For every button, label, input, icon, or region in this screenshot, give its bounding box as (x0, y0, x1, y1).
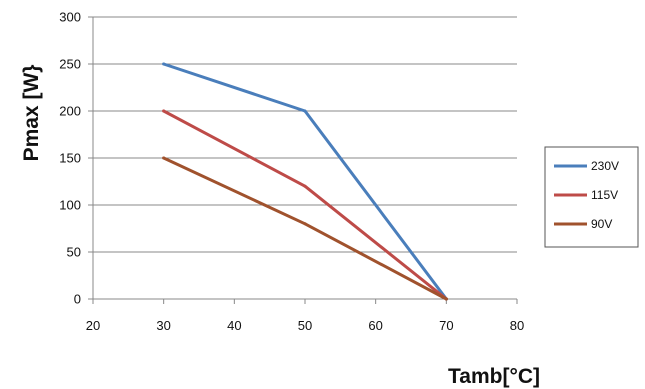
data-point-115v (303, 184, 307, 188)
legend-label-115v: 115V (591, 188, 618, 202)
x-tick-label: 40 (227, 318, 241, 333)
legend-box (544, 146, 639, 248)
series-line-90v (162, 156, 448, 301)
y-axis-title: Pmax [W} (20, 65, 43, 162)
legend-items: 230V 115V 90V (554, 159, 619, 231)
x-tick-label: 60 (368, 318, 382, 333)
y-tick-label: 100 (59, 198, 81, 213)
x-axis-title: Tamb[°C] (448, 365, 540, 388)
data-point-230v (303, 109, 307, 113)
data-point-230v (162, 62, 166, 66)
legend-label-90v: 90V (591, 217, 612, 231)
y-tick-label: 200 (59, 104, 81, 119)
x-tick-label: 20 (86, 318, 100, 333)
legend-label-230v: 230V (591, 159, 619, 173)
y-tick-label: 50 (67, 245, 81, 260)
x-tick-labels: 20 30 40 50 60 70 80 (86, 318, 524, 333)
y-tick-label: 0 (74, 292, 81, 307)
data-point-90v (162, 156, 166, 160)
x-tick-label: 30 (156, 318, 170, 333)
y-tick-label: 150 (59, 151, 81, 166)
legend: 230V 115V 90V (544, 146, 639, 248)
data-point-90v (303, 222, 307, 226)
data-point-90v (444, 297, 448, 301)
y-tick-labels: 0 50 100 150 200 250 300 (59, 10, 81, 307)
x-tick-label: 70 (439, 318, 453, 333)
y-tick-label: 250 (59, 57, 81, 72)
x-tick-label: 80 (510, 318, 524, 333)
x-tick-label: 50 (298, 318, 312, 333)
gridlines (88, 16, 518, 304)
data-point-115v (162, 109, 166, 113)
y-tick-label: 300 (59, 10, 81, 25)
series-lines (162, 62, 448, 301)
